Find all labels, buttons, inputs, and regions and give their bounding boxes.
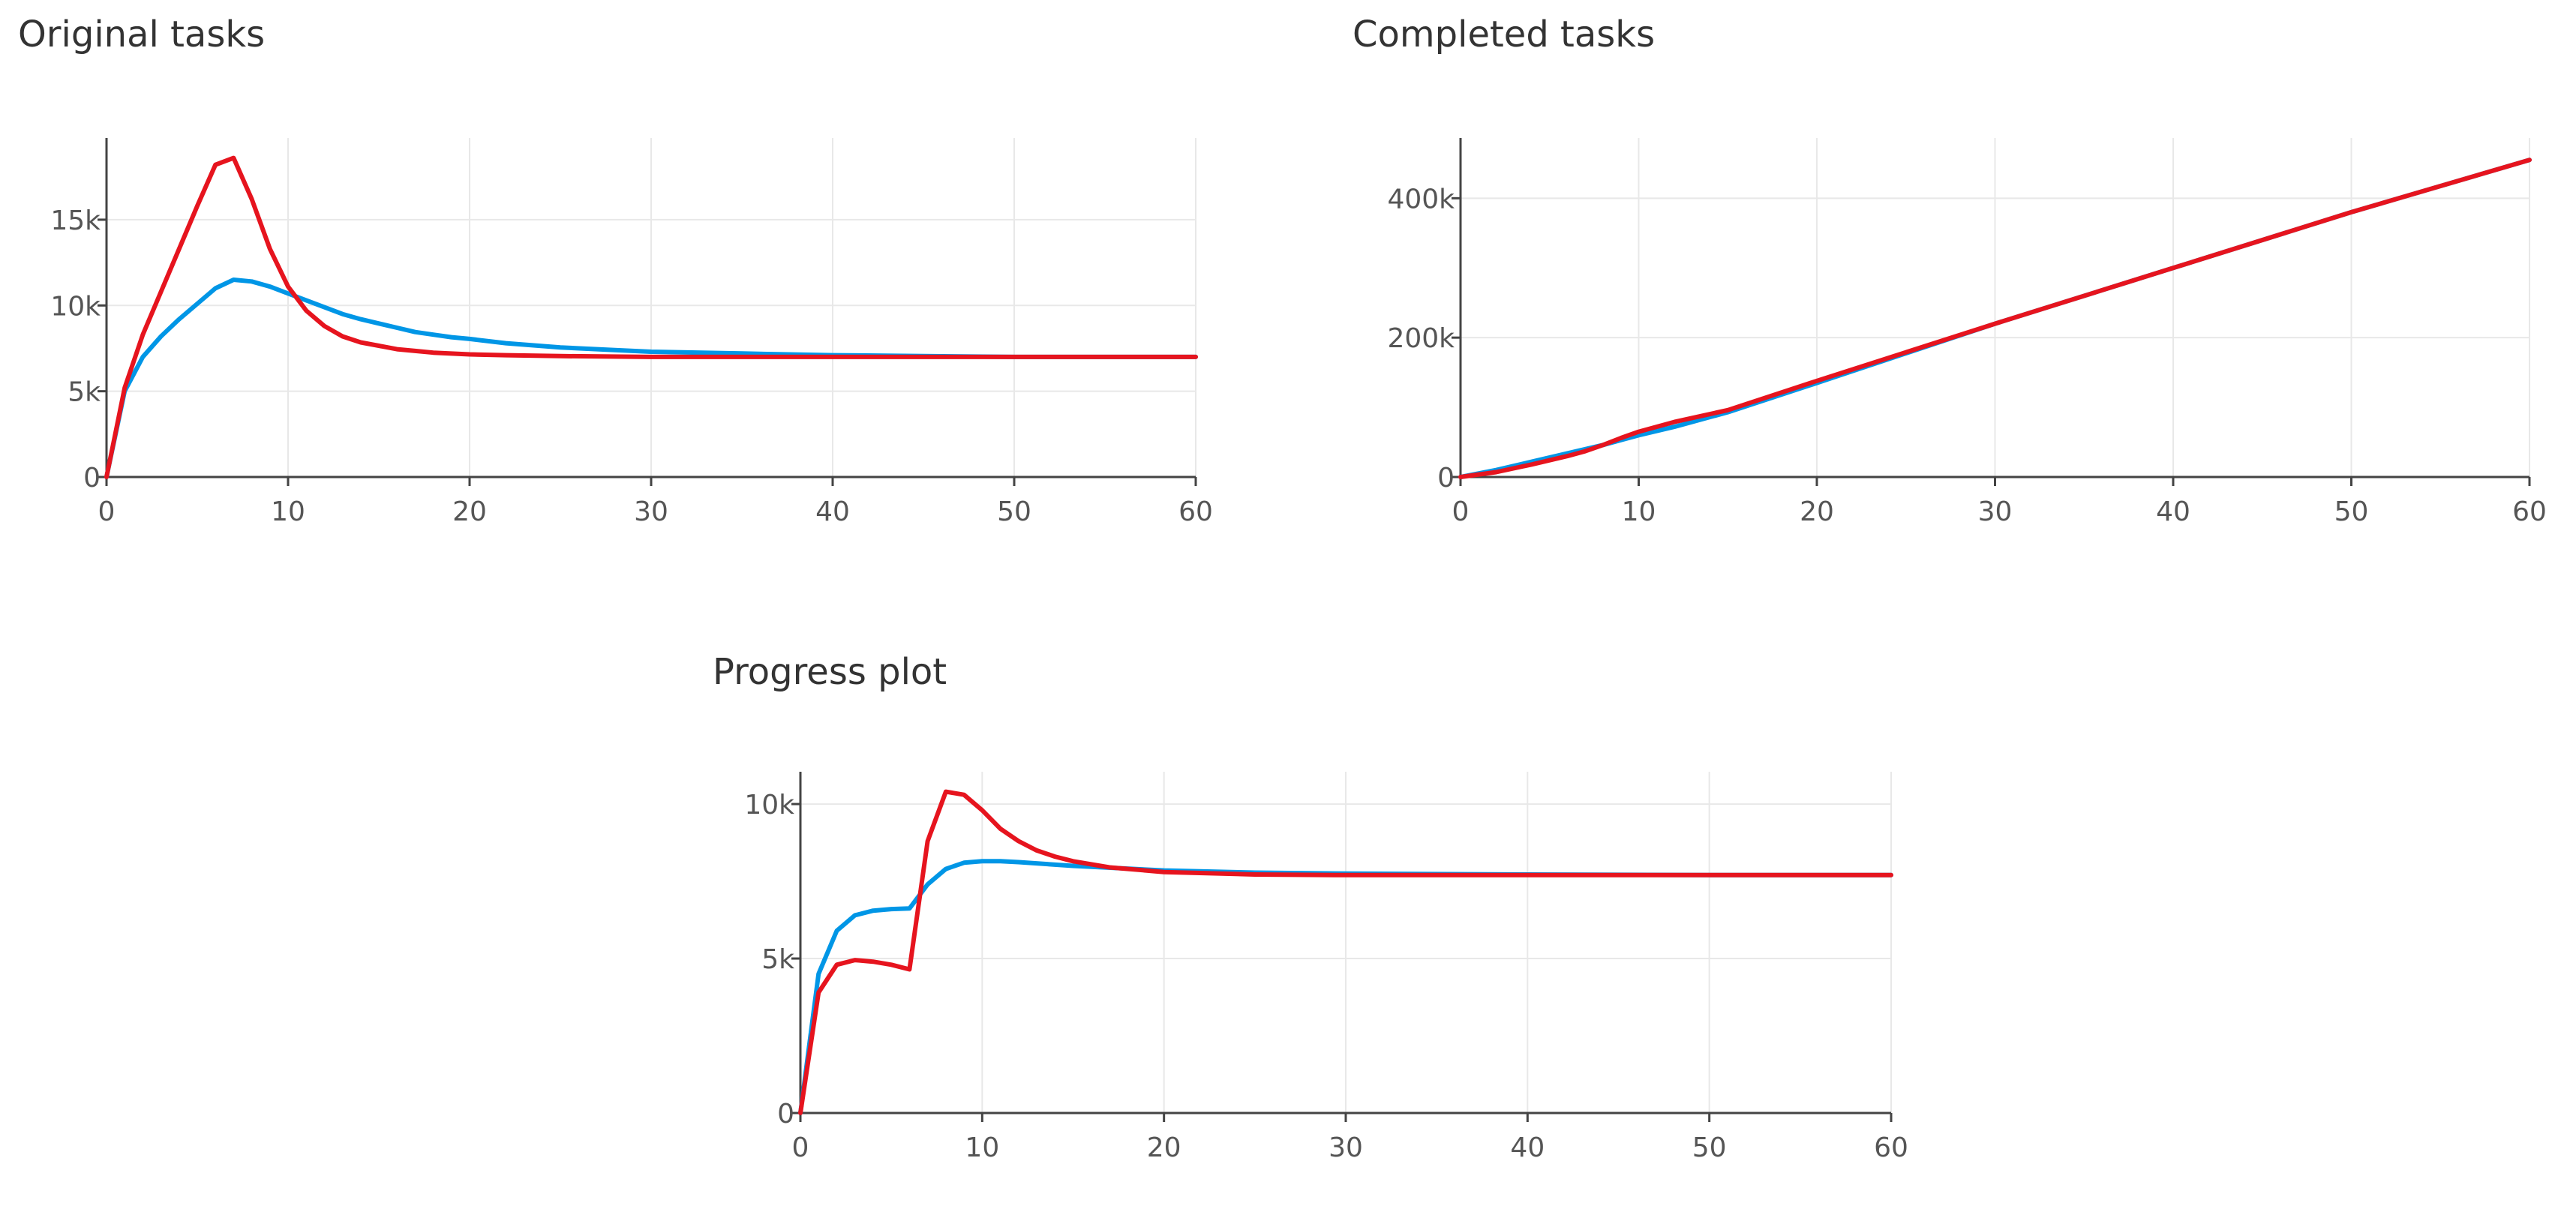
y-tick-label: 0 <box>777 1099 794 1130</box>
y-tick-label: 0 <box>83 463 101 494</box>
x-tick-label: 0 <box>98 496 116 527</box>
x-tick-label: 50 <box>997 496 1031 527</box>
y-tick-label: 10k <box>744 790 794 820</box>
x-tick-label: 60 <box>1178 496 1213 527</box>
chart-title: Progress plot <box>713 651 947 693</box>
x-tick-label: 20 <box>452 496 487 527</box>
series-line-red <box>1458 158 2532 479</box>
x-tick-label: 30 <box>1978 496 2013 527</box>
chart-title: Completed tasks <box>1353 14 1656 56</box>
x-tick-label: 40 <box>815 496 850 527</box>
series-line-red <box>104 155 1198 479</box>
y-tick-label: 400k <box>1387 184 1455 214</box>
x-tick-label: 40 <box>1510 1132 1545 1163</box>
y-tick-label: 15k <box>50 206 101 236</box>
x-tick-label: 10 <box>1622 496 1656 527</box>
series-line-red <box>798 789 1893 1115</box>
x-tick-label: 50 <box>1692 1132 1727 1163</box>
x-tick-label: 50 <box>2334 496 2369 527</box>
x-tick-label: 20 <box>1147 1132 1181 1163</box>
y-tick-label: 5k <box>68 377 101 408</box>
chart-title: Original tasks <box>18 14 266 56</box>
x-tick-label: 10 <box>965 1132 999 1163</box>
x-tick-label: 0 <box>1452 496 1470 527</box>
x-tick-label: 30 <box>1329 1132 1363 1163</box>
x-tick-label: 10 <box>271 496 305 527</box>
series-line-blue <box>104 278 1198 479</box>
x-tick-label: 60 <box>1874 1132 1908 1163</box>
y-tick-label: 200k <box>1387 323 1455 354</box>
x-tick-label: 30 <box>634 496 668 527</box>
x-tick-label: 40 <box>2156 496 2190 527</box>
y-tick-label: 5k <box>761 944 794 975</box>
y-tick-label: 0 <box>1437 463 1455 494</box>
x-tick-label: 60 <box>2512 496 2547 527</box>
y-tick-label: 10k <box>50 291 101 322</box>
x-tick-label: 0 <box>792 1132 809 1163</box>
x-tick-label: 20 <box>1800 496 1834 527</box>
